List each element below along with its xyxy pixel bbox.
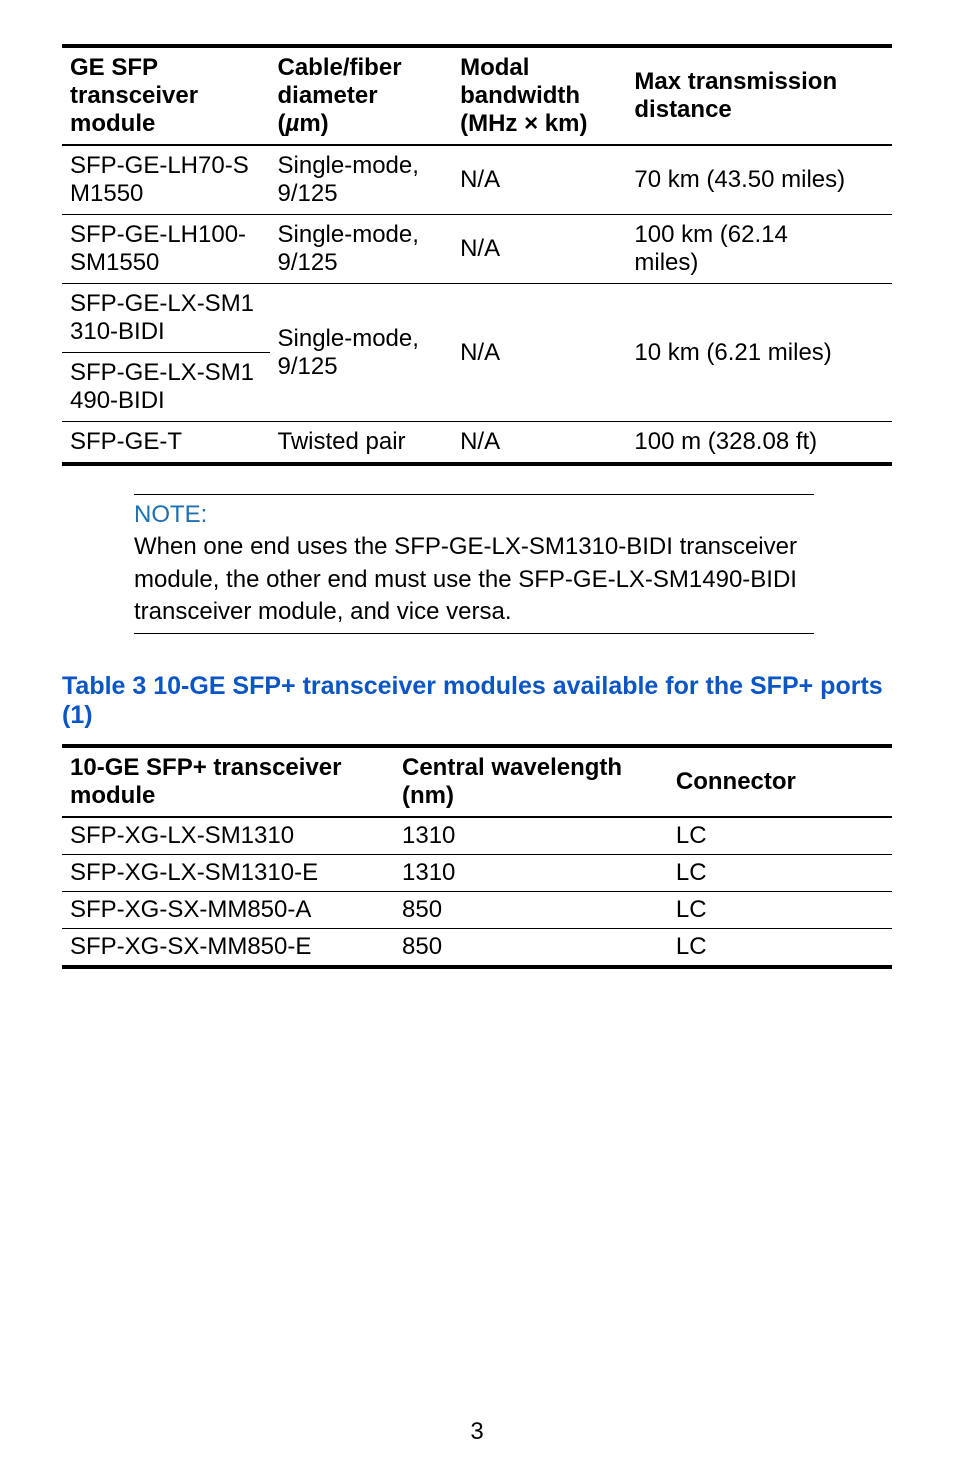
note-title: NOTE:: [134, 499, 814, 531]
t1-r2-c1: Single-mode,9/125: [270, 284, 453, 422]
t2-r3-c2: LC: [668, 928, 892, 967]
t1-r3-c0: SFP-GE-T: [62, 422, 270, 465]
t1-r2-c2: N/A: [452, 284, 626, 422]
t2-r3-c0: SFP-XG-SX-MM850-E: [62, 928, 394, 967]
t1-h0: GE SFPtransceivermodule: [62, 46, 270, 145]
t1-r2-c0b: SFP-GE-LX-SM1490-BIDI: [62, 353, 270, 422]
t1-r0-c1: Single-mode,9/125: [270, 145, 453, 215]
t2-h0: 10-GE SFP+ transceivermodule: [62, 746, 394, 817]
t1-r3-c3: 100 m (328.08 ft): [626, 422, 892, 465]
t1-r2-c0a: SFP-GE-LX-SM1310-BIDI: [62, 284, 270, 353]
t1-r1-c2: N/A: [452, 215, 626, 284]
t2-r1-c2: LC: [668, 854, 892, 891]
t1-r3-c1: Twisted pair: [270, 422, 453, 465]
t2-r0-c2: LC: [668, 817, 892, 855]
t1-r0-c3: 70 km (43.50 miles): [626, 145, 892, 215]
t1-r3-c2: N/A: [452, 422, 626, 465]
t1-h3: Max transmissiondistance: [626, 46, 892, 145]
note-block: NOTE: When one end uses the SFP-GE-LX-SM…: [134, 494, 814, 634]
t2-r2-c2: LC: [668, 891, 892, 928]
t2-h2: Connector: [668, 746, 892, 817]
t2-r0-c1: 1310: [394, 817, 668, 855]
t1-r0-c2: N/A: [452, 145, 626, 215]
t2-r1-c0: SFP-XG-LX-SM1310-E: [62, 854, 394, 891]
t1-r1-c1: Single-mode,9/125: [270, 215, 453, 284]
t2-r1-c1: 1310: [394, 854, 668, 891]
ge-sfp-table: GE SFPtransceivermodule Cable/fiberdiame…: [62, 44, 892, 466]
note-body: When one end uses the SFP-GE-LX-SM1310-B…: [134, 531, 814, 628]
table3-caption: Table 3 10-GE SFP+ transceiver modules a…: [62, 672, 892, 730]
t1-r1-c0: SFP-GE-LH100-SM1550: [62, 215, 270, 284]
t1-r0-c0: SFP-GE-LH70-SM1550: [62, 145, 270, 215]
t2-r2-c0: SFP-XG-SX-MM850-A: [62, 891, 394, 928]
t1-h1: Cable/fiberdiameter(µm): [270, 46, 453, 145]
t1-r1-c3: 100 km (62.14miles): [626, 215, 892, 284]
t1-h2: Modalbandwidth(MHz × km): [452, 46, 626, 145]
t2-h1: Central wavelength(nm): [394, 746, 668, 817]
t2-r0-c0: SFP-XG-LX-SM1310: [62, 817, 394, 855]
t2-r3-c1: 850: [394, 928, 668, 967]
page-number: 3: [0, 1418, 954, 1446]
t2-r2-c1: 850: [394, 891, 668, 928]
t1-r2-c3: 10 km (6.21 miles): [626, 284, 892, 422]
sfp-plus-table: 10-GE SFP+ transceivermodule Central wav…: [62, 744, 892, 969]
